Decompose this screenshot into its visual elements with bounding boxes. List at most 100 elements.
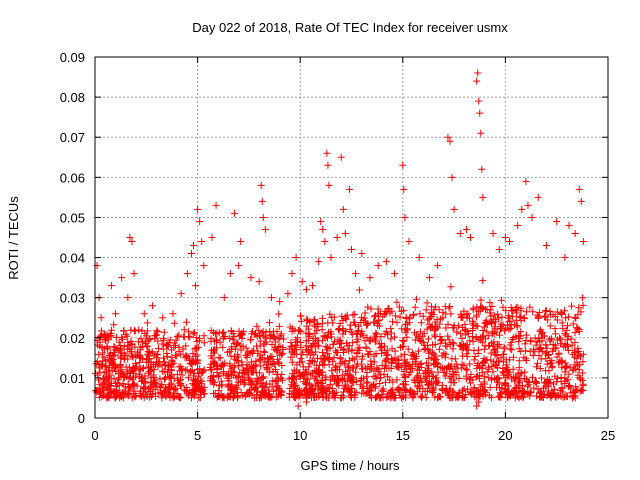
data-point <box>387 329 395 337</box>
data-point <box>411 303 419 311</box>
data-point <box>532 363 540 371</box>
data-point <box>475 398 483 406</box>
data-point <box>164 369 172 377</box>
data-point <box>487 374 495 382</box>
data-point <box>157 390 165 398</box>
data-point <box>569 350 577 358</box>
data-point <box>242 344 250 352</box>
data-point <box>319 337 327 345</box>
data-point <box>305 347 313 355</box>
data-point <box>558 384 566 392</box>
data-point <box>117 346 125 354</box>
data-point <box>432 325 440 333</box>
data-point <box>294 402 302 410</box>
data-point <box>423 359 431 367</box>
data-point <box>196 217 204 225</box>
data-point <box>571 349 579 357</box>
data-point <box>209 380 217 388</box>
data-point <box>255 278 263 286</box>
data-point <box>133 382 141 390</box>
data-point <box>192 282 200 290</box>
data-point <box>325 355 333 363</box>
data-point <box>403 358 411 366</box>
data-point <box>535 308 543 316</box>
data-point <box>396 313 404 321</box>
data-point <box>349 330 357 338</box>
data-point <box>326 310 334 318</box>
data-point <box>455 322 463 330</box>
data-point <box>173 390 181 398</box>
data-point <box>136 352 144 360</box>
data-point <box>509 353 517 361</box>
data-point <box>426 324 434 332</box>
data-point <box>124 392 132 400</box>
data-point <box>564 376 572 384</box>
data-point <box>200 339 208 347</box>
data-point <box>553 336 561 344</box>
data-point <box>397 307 405 315</box>
data-point <box>495 246 503 254</box>
data-point <box>324 161 332 169</box>
data-point <box>259 373 267 381</box>
data-point <box>237 389 245 397</box>
data-point <box>306 330 314 338</box>
data-point <box>424 335 432 343</box>
data-point <box>579 376 587 384</box>
data-point <box>229 364 237 372</box>
data-point <box>470 384 478 392</box>
data-point <box>158 380 166 388</box>
data-point <box>345 185 353 193</box>
data-point <box>284 290 292 298</box>
data-point <box>129 381 137 389</box>
data-point <box>416 310 424 318</box>
data-point <box>491 361 499 369</box>
data-point <box>428 389 436 397</box>
data-point <box>404 345 412 353</box>
data-point <box>185 392 193 400</box>
data-point <box>372 383 380 391</box>
data-point <box>187 367 195 375</box>
data-point <box>311 339 319 347</box>
data-point <box>410 310 418 318</box>
data-point <box>467 374 475 382</box>
data-point <box>339 377 347 385</box>
data-point <box>215 387 223 395</box>
data-point <box>474 322 482 330</box>
data-point <box>358 313 366 321</box>
data-point <box>563 326 571 334</box>
data-point <box>372 329 380 337</box>
data-point <box>258 374 266 382</box>
data-point <box>260 358 268 366</box>
data-point <box>251 329 259 337</box>
data-point <box>307 343 315 351</box>
data-point <box>477 336 485 344</box>
data-point <box>267 294 275 302</box>
data-point <box>376 379 384 387</box>
data-point <box>571 339 579 347</box>
data-point <box>122 331 130 339</box>
data-point <box>562 314 570 322</box>
data-point <box>437 339 445 347</box>
data-point <box>565 382 573 390</box>
data-point <box>542 367 550 375</box>
data-point <box>534 193 542 201</box>
data-point <box>514 304 522 312</box>
data-point <box>553 316 561 324</box>
data-point <box>495 340 503 348</box>
data-point <box>555 350 563 358</box>
data-point <box>402 359 410 367</box>
data-point <box>531 348 539 356</box>
y-tick-label: 0 <box>78 411 85 426</box>
data-point <box>172 351 180 359</box>
data-point <box>423 387 431 395</box>
data-point <box>187 250 195 258</box>
data-point <box>473 303 481 311</box>
data-point <box>111 394 119 402</box>
data-point <box>216 339 224 347</box>
data-point <box>452 371 460 379</box>
data-point <box>252 357 260 365</box>
data-point <box>522 347 530 355</box>
data-point <box>394 363 402 371</box>
data-point <box>288 270 296 278</box>
data-point <box>430 372 438 380</box>
